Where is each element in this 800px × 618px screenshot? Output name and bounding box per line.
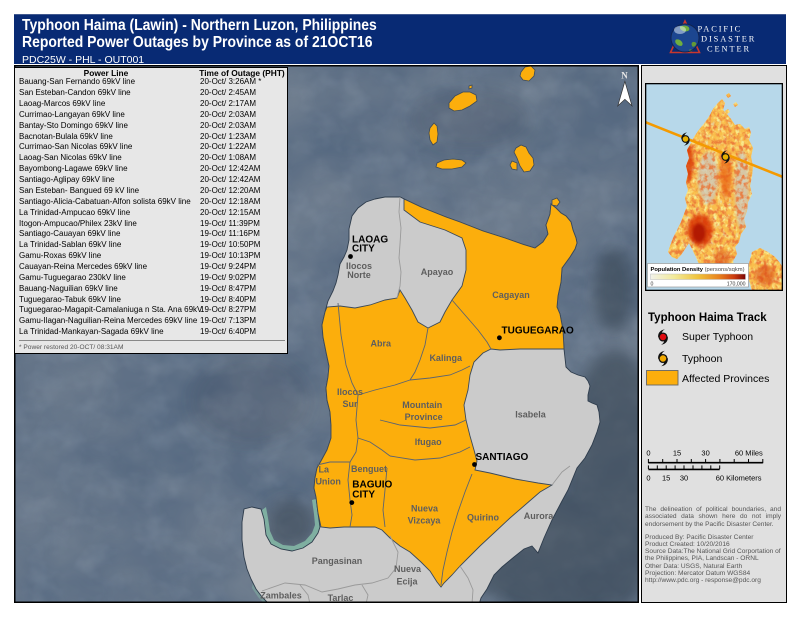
- svg-text:Norte: Norte: [347, 270, 371, 280]
- svg-text:Isabela: Isabela: [515, 410, 547, 420]
- svg-text:Ifugao: Ifugao: [415, 437, 442, 447]
- svg-text:CITY: CITY: [352, 490, 375, 501]
- svg-text:15: 15: [662, 474, 670, 483]
- svg-text:La: La: [319, 465, 330, 475]
- svg-text:Aurora: Aurora: [524, 511, 554, 521]
- svg-text:30: 30: [701, 449, 709, 458]
- svg-text:BAGUIO: BAGUIO: [352, 480, 392, 491]
- svg-text:170,000: 170,000: [727, 282, 746, 288]
- svg-text:TUGUEGARAO: TUGUEGARAO: [502, 326, 574, 337]
- svg-text:15: 15: [673, 449, 681, 458]
- svg-text:0: 0: [646, 474, 650, 483]
- svg-text:Nueva: Nueva: [394, 564, 422, 574]
- svg-text:CENTER: CENTER: [707, 45, 751, 54]
- svg-text:30: 30: [680, 474, 688, 483]
- svg-text:Mountain: Mountain: [402, 400, 442, 410]
- svg-text:60 Miles: 60 Miles: [735, 449, 763, 458]
- svg-text:Cagayan: Cagayan: [492, 290, 530, 300]
- svg-text:Zambales: Zambales: [260, 591, 302, 601]
- svg-text:Nueva: Nueva: [411, 504, 439, 514]
- svg-text:Pangasinan: Pangasinan: [312, 556, 363, 566]
- svg-text:Province: Province: [405, 412, 443, 422]
- svg-text:Sur: Sur: [342, 399, 358, 409]
- svg-text:Vizcaya: Vizcaya: [408, 516, 442, 526]
- svg-text:CITY: CITY: [352, 244, 375, 255]
- svg-text:Ecija: Ecija: [396, 577, 418, 587]
- svg-text:Union: Union: [315, 477, 341, 487]
- svg-text:0: 0: [651, 282, 654, 288]
- svg-text:PACIFIC: PACIFIC: [698, 25, 743, 34]
- svg-text:0: 0: [646, 449, 650, 458]
- svg-text:Ilocos: Ilocos: [337, 387, 363, 397]
- svg-text:N: N: [621, 71, 628, 81]
- svg-text:Quirino: Quirino: [467, 513, 499, 523]
- svg-text:Abra: Abra: [371, 339, 392, 349]
- svg-text:60 Kilometers: 60 Kilometers: [716, 474, 762, 483]
- svg-text:Ilocos: Ilocos: [346, 261, 372, 271]
- svg-text:SANTIAGO: SANTIAGO: [476, 452, 529, 463]
- svg-text:Kalinga: Kalinga: [429, 353, 463, 363]
- svg-text:DISASTER: DISASTER: [701, 35, 756, 44]
- svg-text:Tarlac: Tarlac: [328, 593, 354, 603]
- svg-text:Apayao: Apayao: [421, 267, 454, 277]
- svg-text:Population Density (persons/sq: Population Density (persons/sqkm): [651, 267, 745, 273]
- svg-text:Benguet: Benguet: [351, 464, 387, 474]
- svg-text:LAOAG: LAOAG: [352, 235, 388, 246]
